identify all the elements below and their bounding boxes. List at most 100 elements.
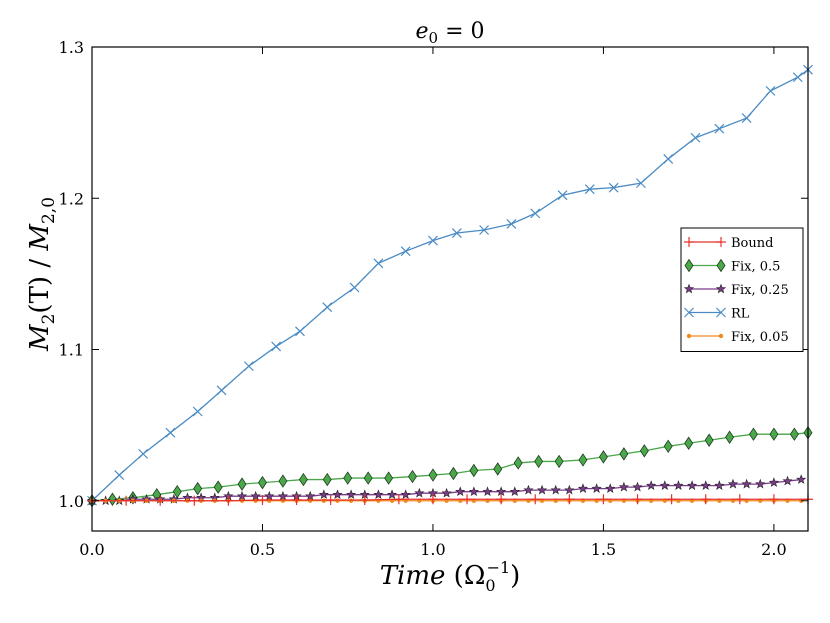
data-point bbox=[663, 154, 674, 164]
data-point bbox=[686, 480, 698, 490]
data-point bbox=[523, 484, 534, 495]
data-point bbox=[318, 489, 329, 500]
data-point bbox=[591, 483, 602, 493]
data-point bbox=[704, 433, 714, 447]
data-point bbox=[322, 472, 332, 487]
data-point bbox=[755, 478, 766, 489]
data-point bbox=[714, 123, 725, 134]
legend-marker bbox=[683, 283, 695, 294]
data-point bbox=[257, 475, 267, 490]
data-point bbox=[530, 494, 541, 505]
legend-label: Fix, 0.05 bbox=[731, 330, 789, 345]
legend-entry: Fix, 0.25 bbox=[683, 283, 789, 298]
data-point bbox=[271, 341, 282, 352]
data-point bbox=[608, 182, 619, 193]
data-point bbox=[428, 235, 438, 246]
y-tick-label: 1.2 bbox=[59, 189, 84, 208]
data-point bbox=[534, 454, 544, 469]
legend-marker bbox=[716, 237, 726, 247]
data-point bbox=[632, 481, 643, 492]
data-point bbox=[291, 494, 302, 505]
data-point bbox=[493, 462, 503, 476]
data-point bbox=[165, 427, 176, 438]
data-point bbox=[554, 454, 564, 469]
data-point bbox=[216, 385, 227, 396]
data-point bbox=[605, 483, 616, 493]
data-point bbox=[155, 495, 166, 506]
x-tick-label: 2.0 bbox=[761, 540, 786, 559]
series-bound bbox=[87, 494, 813, 506]
data-point bbox=[343, 471, 353, 485]
data-point bbox=[363, 471, 373, 485]
series-layer bbox=[86, 64, 813, 508]
data-point bbox=[348, 498, 354, 503]
x-tick-label: 1.0 bbox=[420, 540, 445, 559]
data-point bbox=[768, 477, 779, 487]
data-point bbox=[768, 494, 779, 505]
data-point bbox=[213, 480, 223, 494]
data-point bbox=[725, 430, 735, 444]
data-point bbox=[506, 219, 517, 229]
data-point bbox=[636, 178, 646, 189]
data-point bbox=[684, 436, 694, 450]
data-point bbox=[789, 427, 799, 441]
data-point bbox=[322, 302, 333, 313]
y-tick-label: 1.1 bbox=[59, 341, 84, 360]
data-point bbox=[427, 494, 438, 505]
data-point bbox=[325, 494, 336, 505]
data-point bbox=[509, 486, 520, 497]
data-point bbox=[408, 469, 417, 484]
y-tick-label: 1.0 bbox=[59, 492, 84, 511]
legend-entry: RL bbox=[684, 307, 750, 322]
data-point bbox=[189, 495, 200, 506]
data-point bbox=[496, 494, 507, 505]
data-point bbox=[280, 498, 286, 503]
data-point bbox=[632, 494, 643, 505]
legend-marker bbox=[715, 283, 727, 294]
data-point bbox=[748, 427, 758, 441]
data-point bbox=[673, 480, 684, 490]
data-point bbox=[346, 489, 357, 500]
data-point bbox=[428, 468, 438, 482]
data-point bbox=[557, 190, 568, 201]
data-point bbox=[305, 490, 316, 501]
plot-frame bbox=[91, 46, 809, 532]
data-point bbox=[373, 258, 384, 269]
data-point bbox=[114, 470, 125, 480]
data-point bbox=[441, 487, 452, 498]
data-point bbox=[237, 477, 247, 491]
data-point bbox=[727, 478, 739, 489]
data-point bbox=[451, 228, 462, 238]
data-point bbox=[462, 494, 473, 505]
data-point bbox=[236, 490, 248, 501]
data-point bbox=[192, 406, 203, 417]
legend-marker bbox=[684, 307, 694, 318]
chart-title: e0 = 0 bbox=[416, 19, 485, 47]
data-point bbox=[479, 225, 490, 235]
data-point bbox=[513, 456, 523, 470]
data-point bbox=[618, 481, 629, 492]
data-point bbox=[734, 494, 745, 505]
data-point bbox=[782, 475, 793, 486]
legend-marker bbox=[684, 237, 694, 247]
legend-marker bbox=[716, 258, 726, 273]
data-point bbox=[448, 466, 458, 481]
data-point bbox=[193, 481, 203, 496]
data-point bbox=[321, 498, 327, 503]
legend-marker bbox=[716, 307, 726, 318]
data-point bbox=[243, 361, 254, 372]
data-point bbox=[666, 494, 677, 505]
legend-entry: Fix, 0.05 bbox=[686, 330, 789, 345]
data-point bbox=[663, 439, 673, 454]
data-point bbox=[469, 463, 479, 478]
data-point bbox=[598, 494, 609, 505]
data-point bbox=[700, 494, 711, 505]
data-point bbox=[564, 494, 575, 505]
data-point bbox=[714, 480, 725, 490]
legend-entry: Bound bbox=[684, 236, 773, 251]
data-point bbox=[277, 490, 289, 501]
ticks-layer: 0.0 0.5 1.0 1.5 2.0 1.0 1.1 1.2 1.3 bbox=[59, 38, 808, 559]
series-line bbox=[92, 498, 808, 502]
data-point bbox=[482, 486, 493, 497]
data-point bbox=[267, 498, 272, 503]
